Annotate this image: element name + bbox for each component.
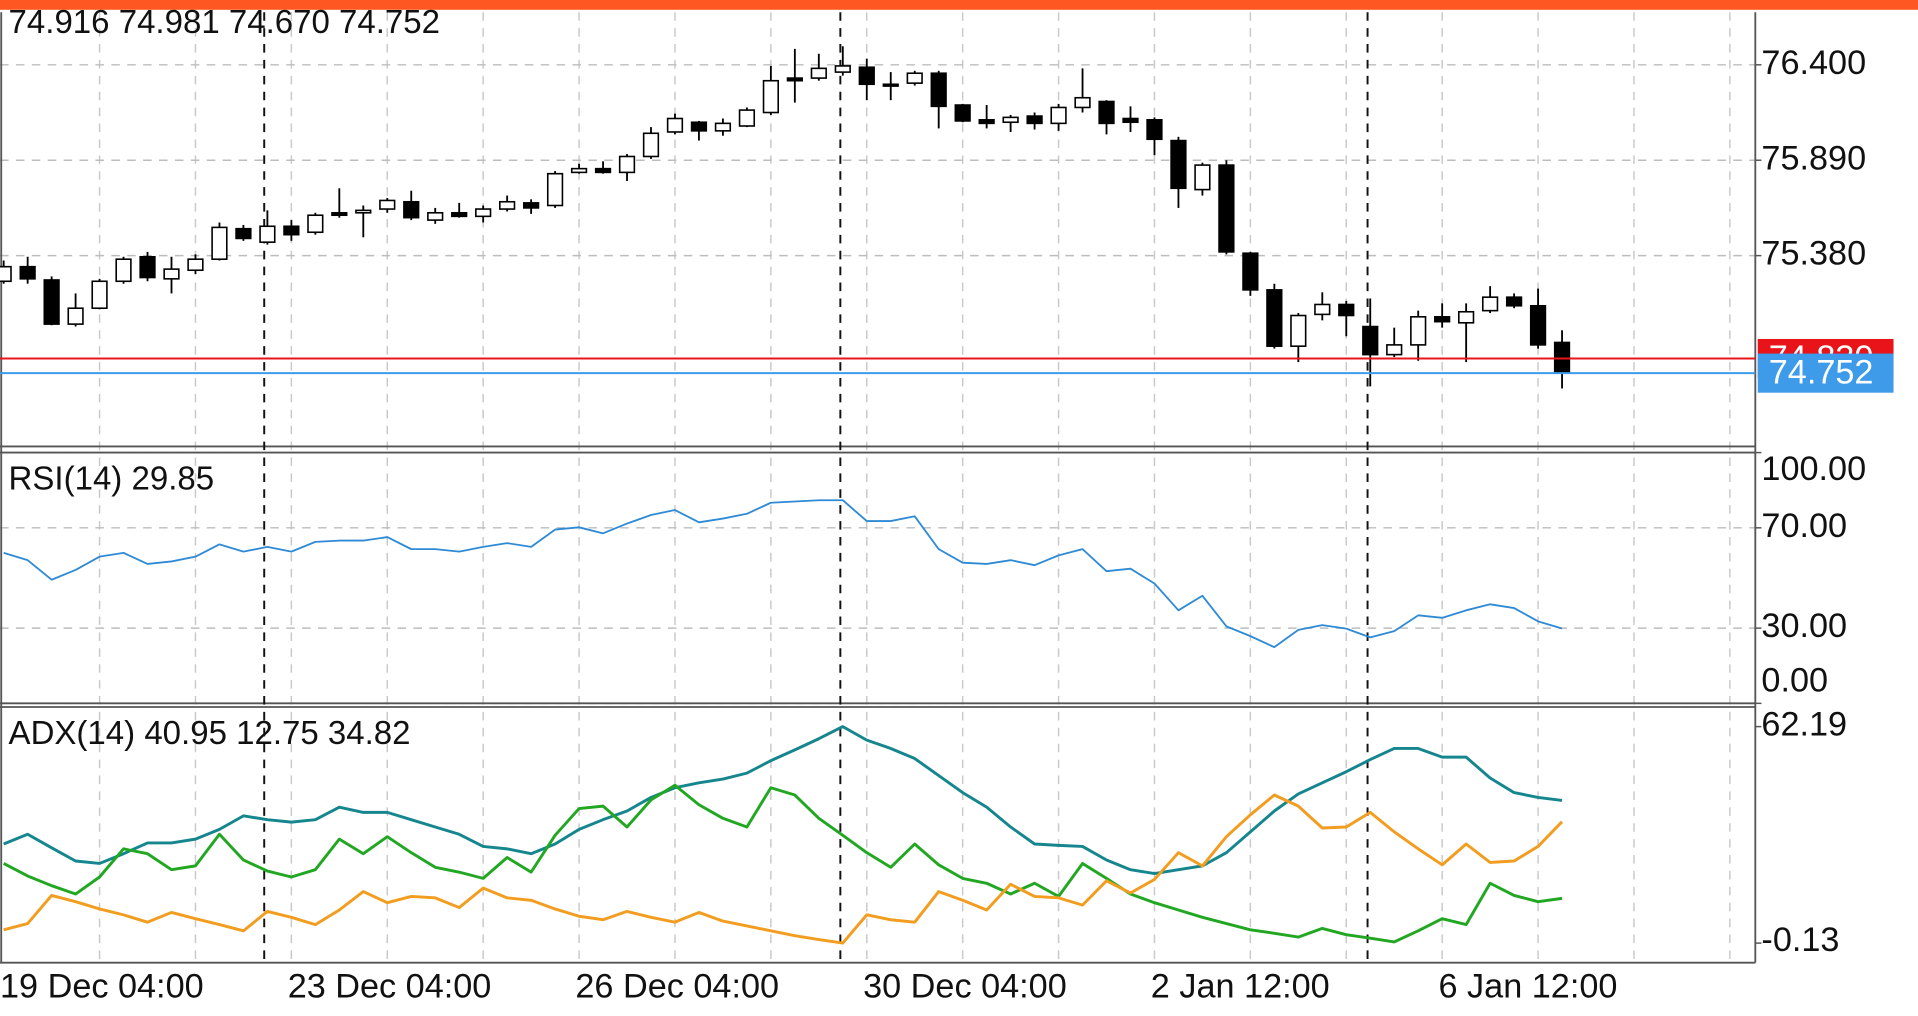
panel-title: RSI(14) 29.85 (9, 459, 215, 496)
candle-body (1410, 316, 1427, 346)
candle-body (1505, 296, 1523, 307)
candle-body (1242, 252, 1259, 291)
candle-body (522, 202, 540, 209)
candle-body (0, 265, 12, 283)
indicator-line (3, 793, 1564, 945)
candle-body (594, 167, 612, 174)
panel-title: 74.916 74.981 74.670 74.752 (9, 3, 440, 40)
candle-body (163, 268, 180, 280)
candle-body (1170, 139, 1187, 190)
frame (0, 12, 1757, 964)
candle-body (690, 121, 708, 132)
panel-title: ADX(14) 40.95 12.75 34.82 (9, 714, 411, 751)
y-tick-label: 30.00 (1761, 607, 1847, 645)
candle-body (427, 211, 444, 221)
candle-body (1481, 296, 1499, 312)
candle-body (834, 65, 851, 73)
candle-body (786, 77, 803, 82)
candle-body (714, 122, 732, 132)
y-tick-label: 75.380 (1761, 235, 1866, 273)
candle-body (187, 258, 204, 272)
candle-body (1434, 316, 1451, 323)
candle-body (499, 200, 516, 210)
y-tick-label: 76.400 (1761, 44, 1866, 82)
candle-body (235, 227, 252, 240)
indicator-line (2, 783, 1563, 944)
candle-body (1194, 164, 1211, 191)
y-tick-label: 0.00 (1761, 662, 1828, 700)
candle-body (546, 172, 564, 207)
candle-body (259, 225, 276, 243)
candle-body (283, 225, 300, 236)
candle-body (642, 132, 660, 158)
marks (0, 46, 1756, 945)
candle-body (451, 211, 468, 218)
candle-body (1050, 106, 1067, 125)
candle-body (666, 117, 684, 133)
candle-body (403, 200, 420, 219)
candle-body (1386, 344, 1403, 356)
x-tick-label: 26 Dec 04:00 (575, 967, 779, 1005)
candle-body (475, 208, 492, 218)
indicator-line (3, 499, 1563, 649)
candle-body (906, 72, 923, 84)
candle-body (930, 72, 947, 108)
candle-body (1146, 119, 1163, 141)
candle-body (1266, 289, 1283, 347)
indicator-line (3, 725, 1563, 875)
candle-body (954, 104, 971, 122)
x-tick-label: 2 Jan 12:00 (1151, 967, 1330, 1005)
candle-body (1338, 303, 1355, 317)
candle-body (738, 109, 756, 127)
y-tick-label: 100.00 (1761, 450, 1866, 488)
candle-body (1098, 100, 1115, 125)
y-tick-label: 62.19 (1761, 706, 1847, 744)
candle-body (331, 211, 348, 217)
candle-body (307, 214, 324, 234)
candle-body (91, 280, 108, 310)
candle-body (139, 255, 156, 279)
candle-body (1122, 117, 1139, 124)
candle-body (211, 226, 228, 260)
x-tick-label: 6 Jan 12:00 (1439, 967, 1618, 1005)
candle-body (19, 265, 36, 280)
candle-body (570, 167, 588, 174)
candle-body (43, 279, 60, 325)
candle-body (1218, 164, 1235, 253)
candle-body (762, 79, 780, 114)
candle-body (1458, 310, 1475, 324)
candle-body (1529, 304, 1547, 346)
x-tick-label: 19 Dec 04:00 (0, 967, 204, 1005)
candle-body (1314, 303, 1331, 316)
price-label: 74.752 (1769, 353, 1874, 391)
candle-body (1074, 96, 1091, 109)
candle-body (67, 307, 84, 325)
candle-body (1362, 325, 1379, 356)
candle-body (115, 258, 132, 283)
candle-body (978, 119, 995, 125)
y-tick-label: -0.13 (1761, 921, 1839, 959)
x-tick-label: 23 Dec 04:00 (288, 967, 492, 1005)
candle-body (618, 155, 636, 174)
candle-body (882, 83, 899, 87)
candle-body (1002, 116, 1019, 124)
candle-body (355, 209, 372, 214)
price-label-box (1757, 353, 1894, 393)
y-tick-label: 70.00 (1761, 507, 1847, 545)
candle-body (810, 67, 827, 79)
candle-body (858, 66, 875, 86)
x-tick-label: 30 Dec 04:00 (863, 967, 1067, 1005)
candle-body (379, 199, 396, 210)
candle-body (1026, 115, 1043, 125)
y-tick-label: 75.890 (1761, 139, 1866, 177)
top-bar (0, 0, 1918, 10)
candle-body (1290, 314, 1307, 347)
